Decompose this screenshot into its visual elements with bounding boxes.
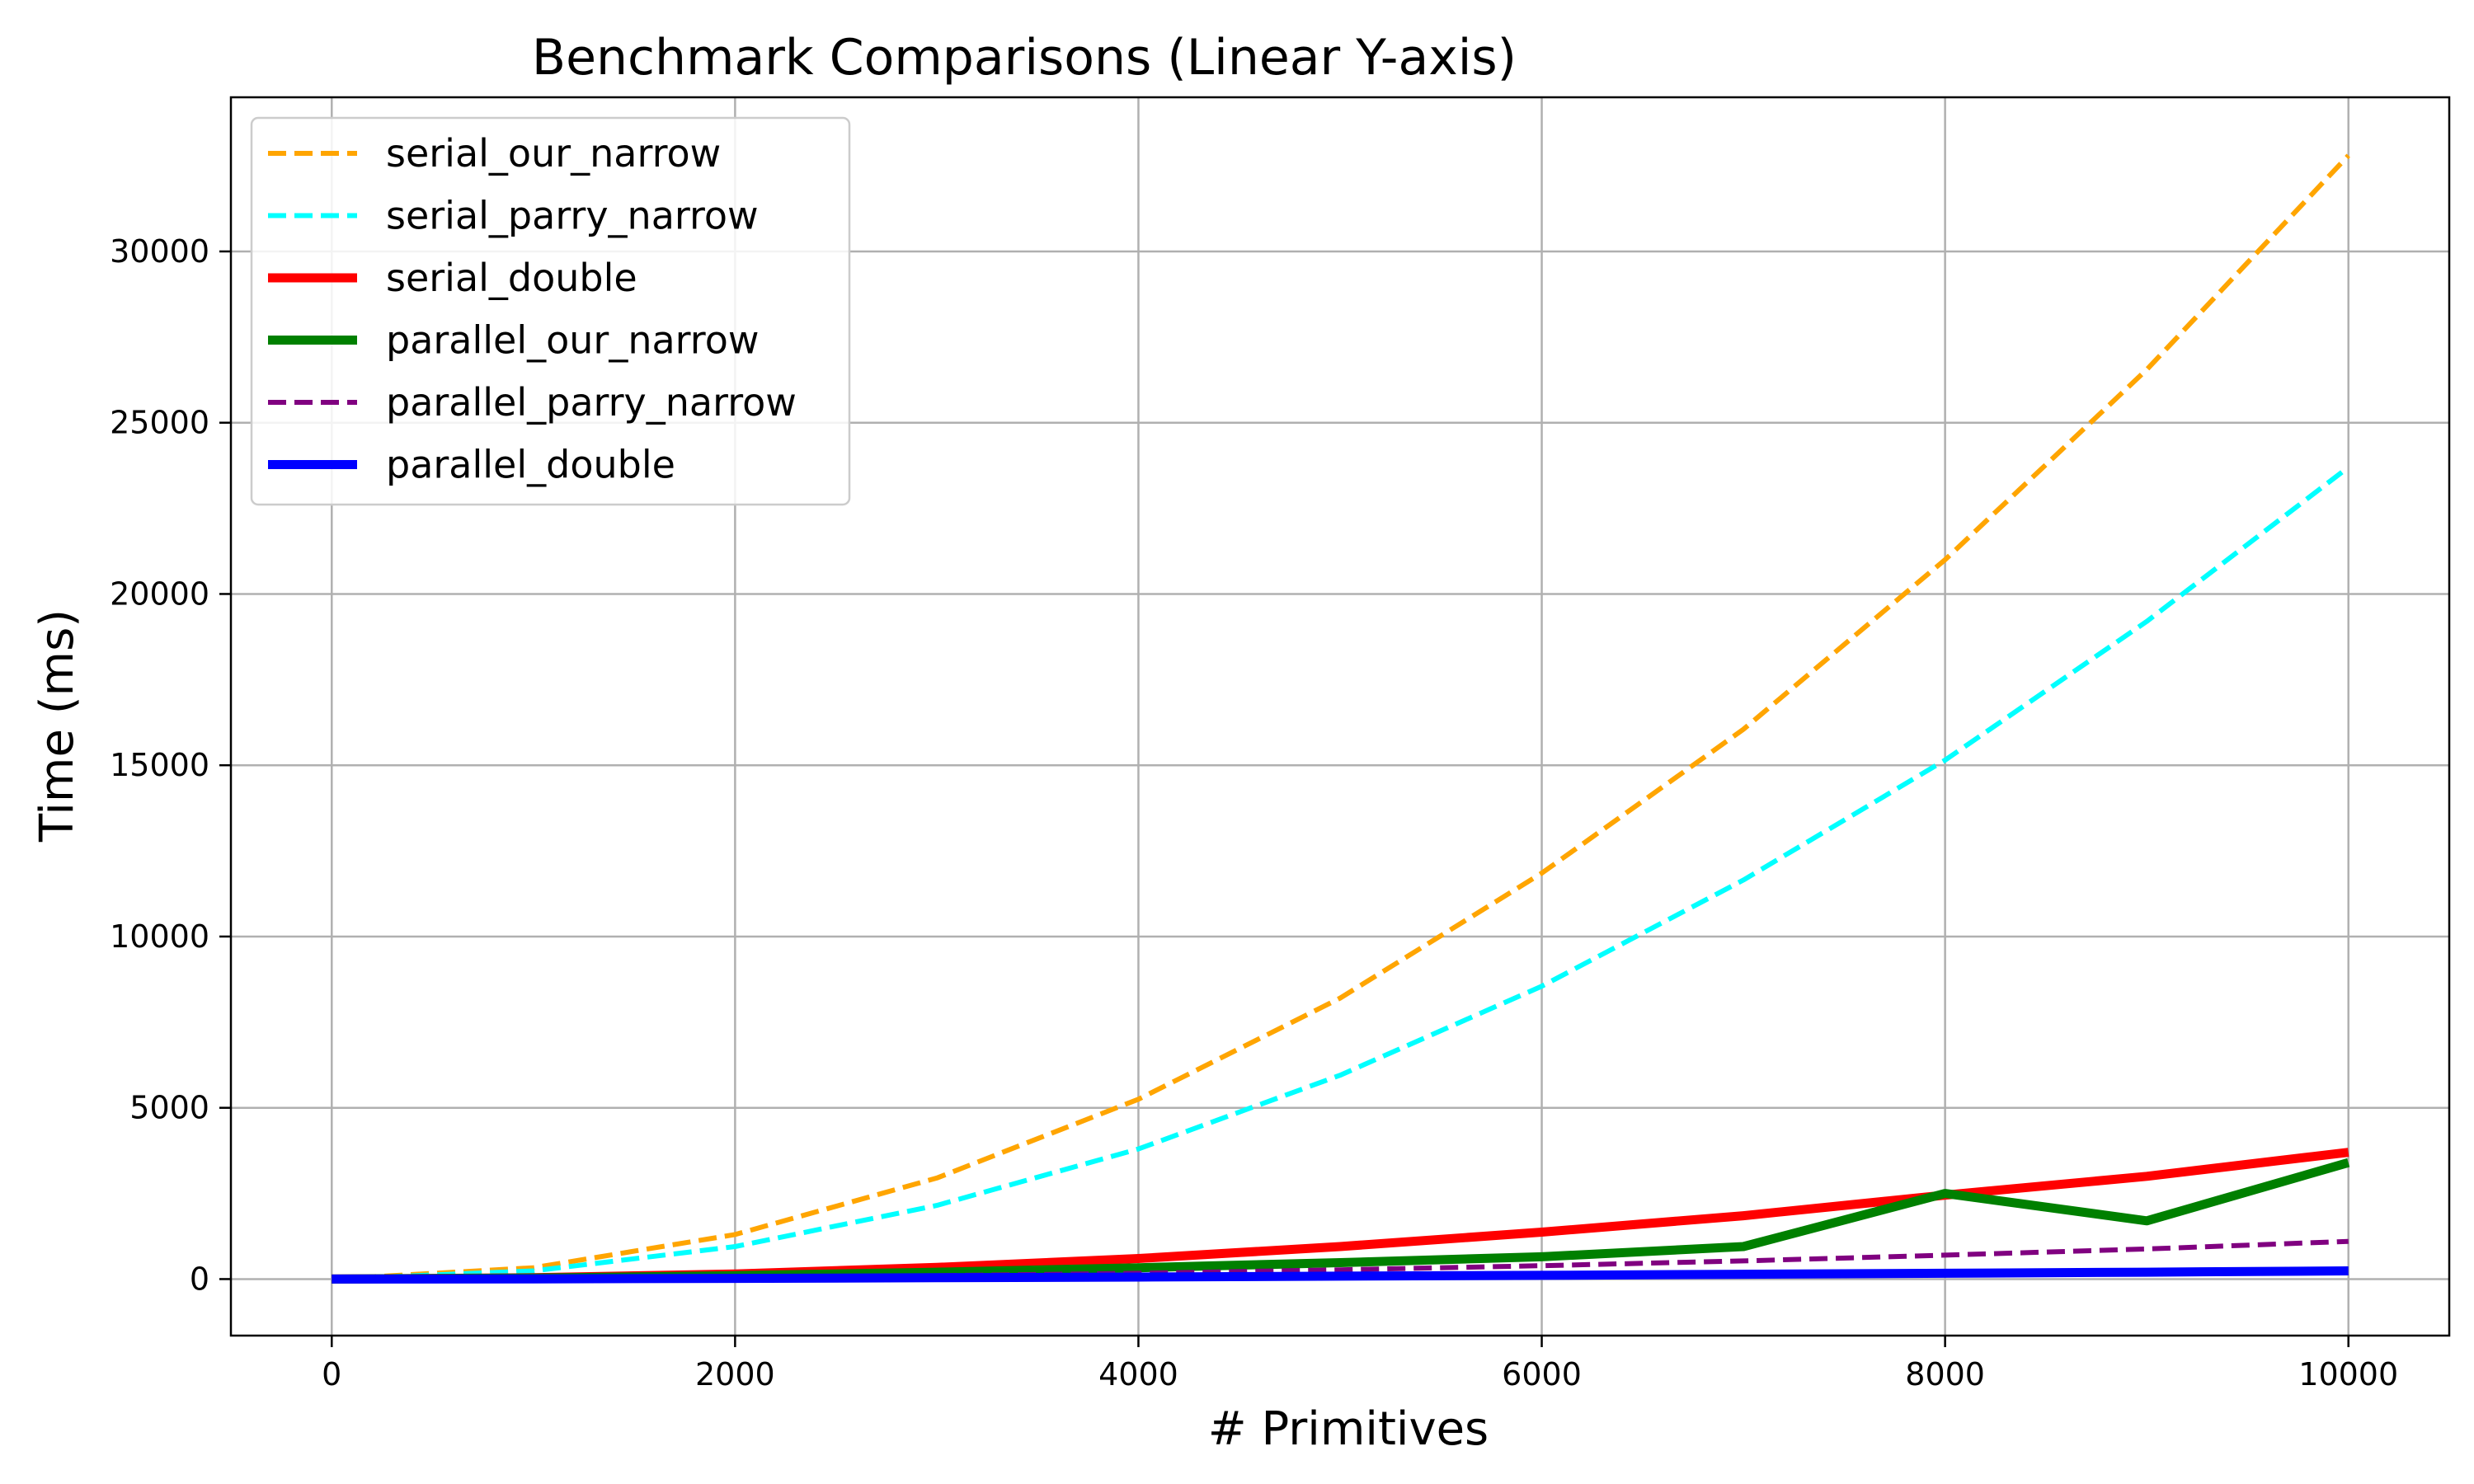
legend-box <box>250 116 851 506</box>
y-tick-label: 10000 <box>110 918 209 955</box>
y-tick-label: 30000 <box>110 233 209 270</box>
y-tick-label: 25000 <box>110 405 209 441</box>
series-lines <box>332 153 2350 1284</box>
y-axis-ticks: 0 5000 10000 15000 20000 25000 30000 <box>110 233 231 1297</box>
series-line-serial-our-narrow <box>332 153 2350 1282</box>
x-tick-label: 8000 <box>1905 1356 1985 1392</box>
y-tick-label: 0 <box>190 1261 209 1297</box>
legend-label: parallel_our_narrow <box>386 318 759 363</box>
legend-label: serial_our_narrow <box>386 131 721 176</box>
y-tick-label: 5000 <box>129 1090 209 1126</box>
x-axis-label: # Primitives <box>1208 1402 1489 1456</box>
legend-label: parallel_double <box>386 443 675 487</box>
series-line-parallel-double <box>332 1266 2349 1284</box>
y-axis-label: Time (ms) <box>31 609 84 843</box>
x-tick-label: 6000 <box>1502 1356 1582 1392</box>
legend-label: serial_parry_narrow <box>386 194 759 238</box>
series-line-serial-parry-narrow <box>332 465 2350 1282</box>
x-tick-label: 2000 <box>695 1356 775 1392</box>
y-tick-label: 20000 <box>110 575 209 612</box>
plot-frame <box>229 96 2451 1337</box>
x-tick-label: 4000 <box>1098 1356 1178 1392</box>
x-tick-label: 0 <box>322 1356 341 1392</box>
legend: serial_our_narrow serial_parry_narrowseri… <box>250 116 851 506</box>
chart-title: Benchmark Comparisons (Linear Y-axis) <box>532 29 1517 87</box>
x-axis-ticks: 0 2000 4000 6000 8000 10000 <box>322 1336 2398 1392</box>
series-line-parallel-our-narrow <box>332 1158 2350 1284</box>
legend-label: serial_double <box>386 256 637 300</box>
legend-label: parallel_parry_narrow <box>386 380 797 425</box>
series-line-parallel-parry-narrow <box>332 1238 2349 1282</box>
y-tick-label: 15000 <box>110 747 209 783</box>
x-tick-label: 10000 <box>2298 1356 2398 1392</box>
